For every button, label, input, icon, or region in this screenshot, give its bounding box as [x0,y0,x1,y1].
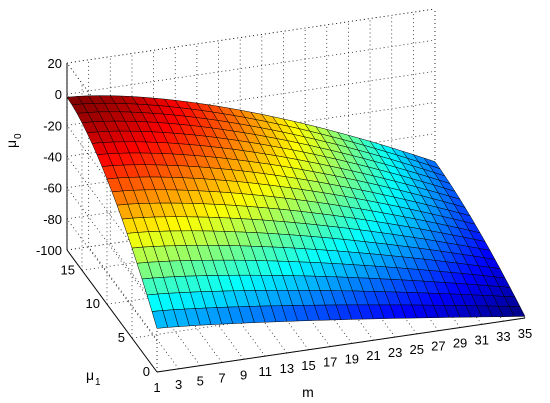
tick-labels: 1 3 5 7 9 11 13 15 17 19 21 23 25 27 29 31 33 35051015200… [36,56,532,395]
x-tick-label: 15 [301,358,315,373]
y-axis-label-subscript: 1 [95,377,101,388]
x-tick-label: 1 [153,380,160,395]
x-tick-label: 13 [280,361,294,376]
z-tick-label: -80 [43,212,62,227]
y-axis-label: μ 1 [86,367,101,388]
z-tick-label: -60 [43,181,62,196]
x-tick-label: 7 [218,370,225,385]
x-tick-label: 11 [258,364,272,379]
z-axis-label: μ 0 [3,133,24,148]
z-tick-label: -100 [36,243,62,258]
z-tick-label: 0 [55,87,62,102]
z-axis-label-subscript: 0 [13,133,24,139]
y-tick-label: 0 [143,364,150,379]
x-tick-label: 25 [410,342,424,357]
x-tick-label: 33 [496,329,510,344]
z-tick-label: -20 [43,118,62,133]
z-tick-label: -40 [43,150,62,165]
x-tick-label: 35 [518,326,532,341]
x-tick-label: 29 [453,336,467,351]
surface-patch [508,306,526,317]
y-axis-label-main: μ [86,367,94,383]
x-tick-label: 21 [366,348,380,363]
x-axis-line [156,317,526,373]
y-tick-label: 15 [61,262,75,277]
z-axis-label-main: μ [3,140,19,148]
x-tick-label: 5 [197,374,204,389]
x-tick-label: 31 [474,332,488,347]
y-tick-label: 5 [118,330,125,345]
grid-line-z [66,8,436,64]
x-axis-label: m [302,384,314,400]
grid-line-z [66,39,436,95]
x-tick-label: 17 [323,355,337,370]
z-tick-label: 20 [48,56,62,71]
y-tick-label: 10 [86,296,100,311]
surface-mesh [66,95,526,329]
x-tick-label: 19 [345,351,359,366]
x-tick-label: 27 [431,339,445,354]
x-tick-label: 23 [388,345,402,360]
x-tick-label: 3 [175,377,182,392]
x-tick-label: 9 [240,367,247,382]
